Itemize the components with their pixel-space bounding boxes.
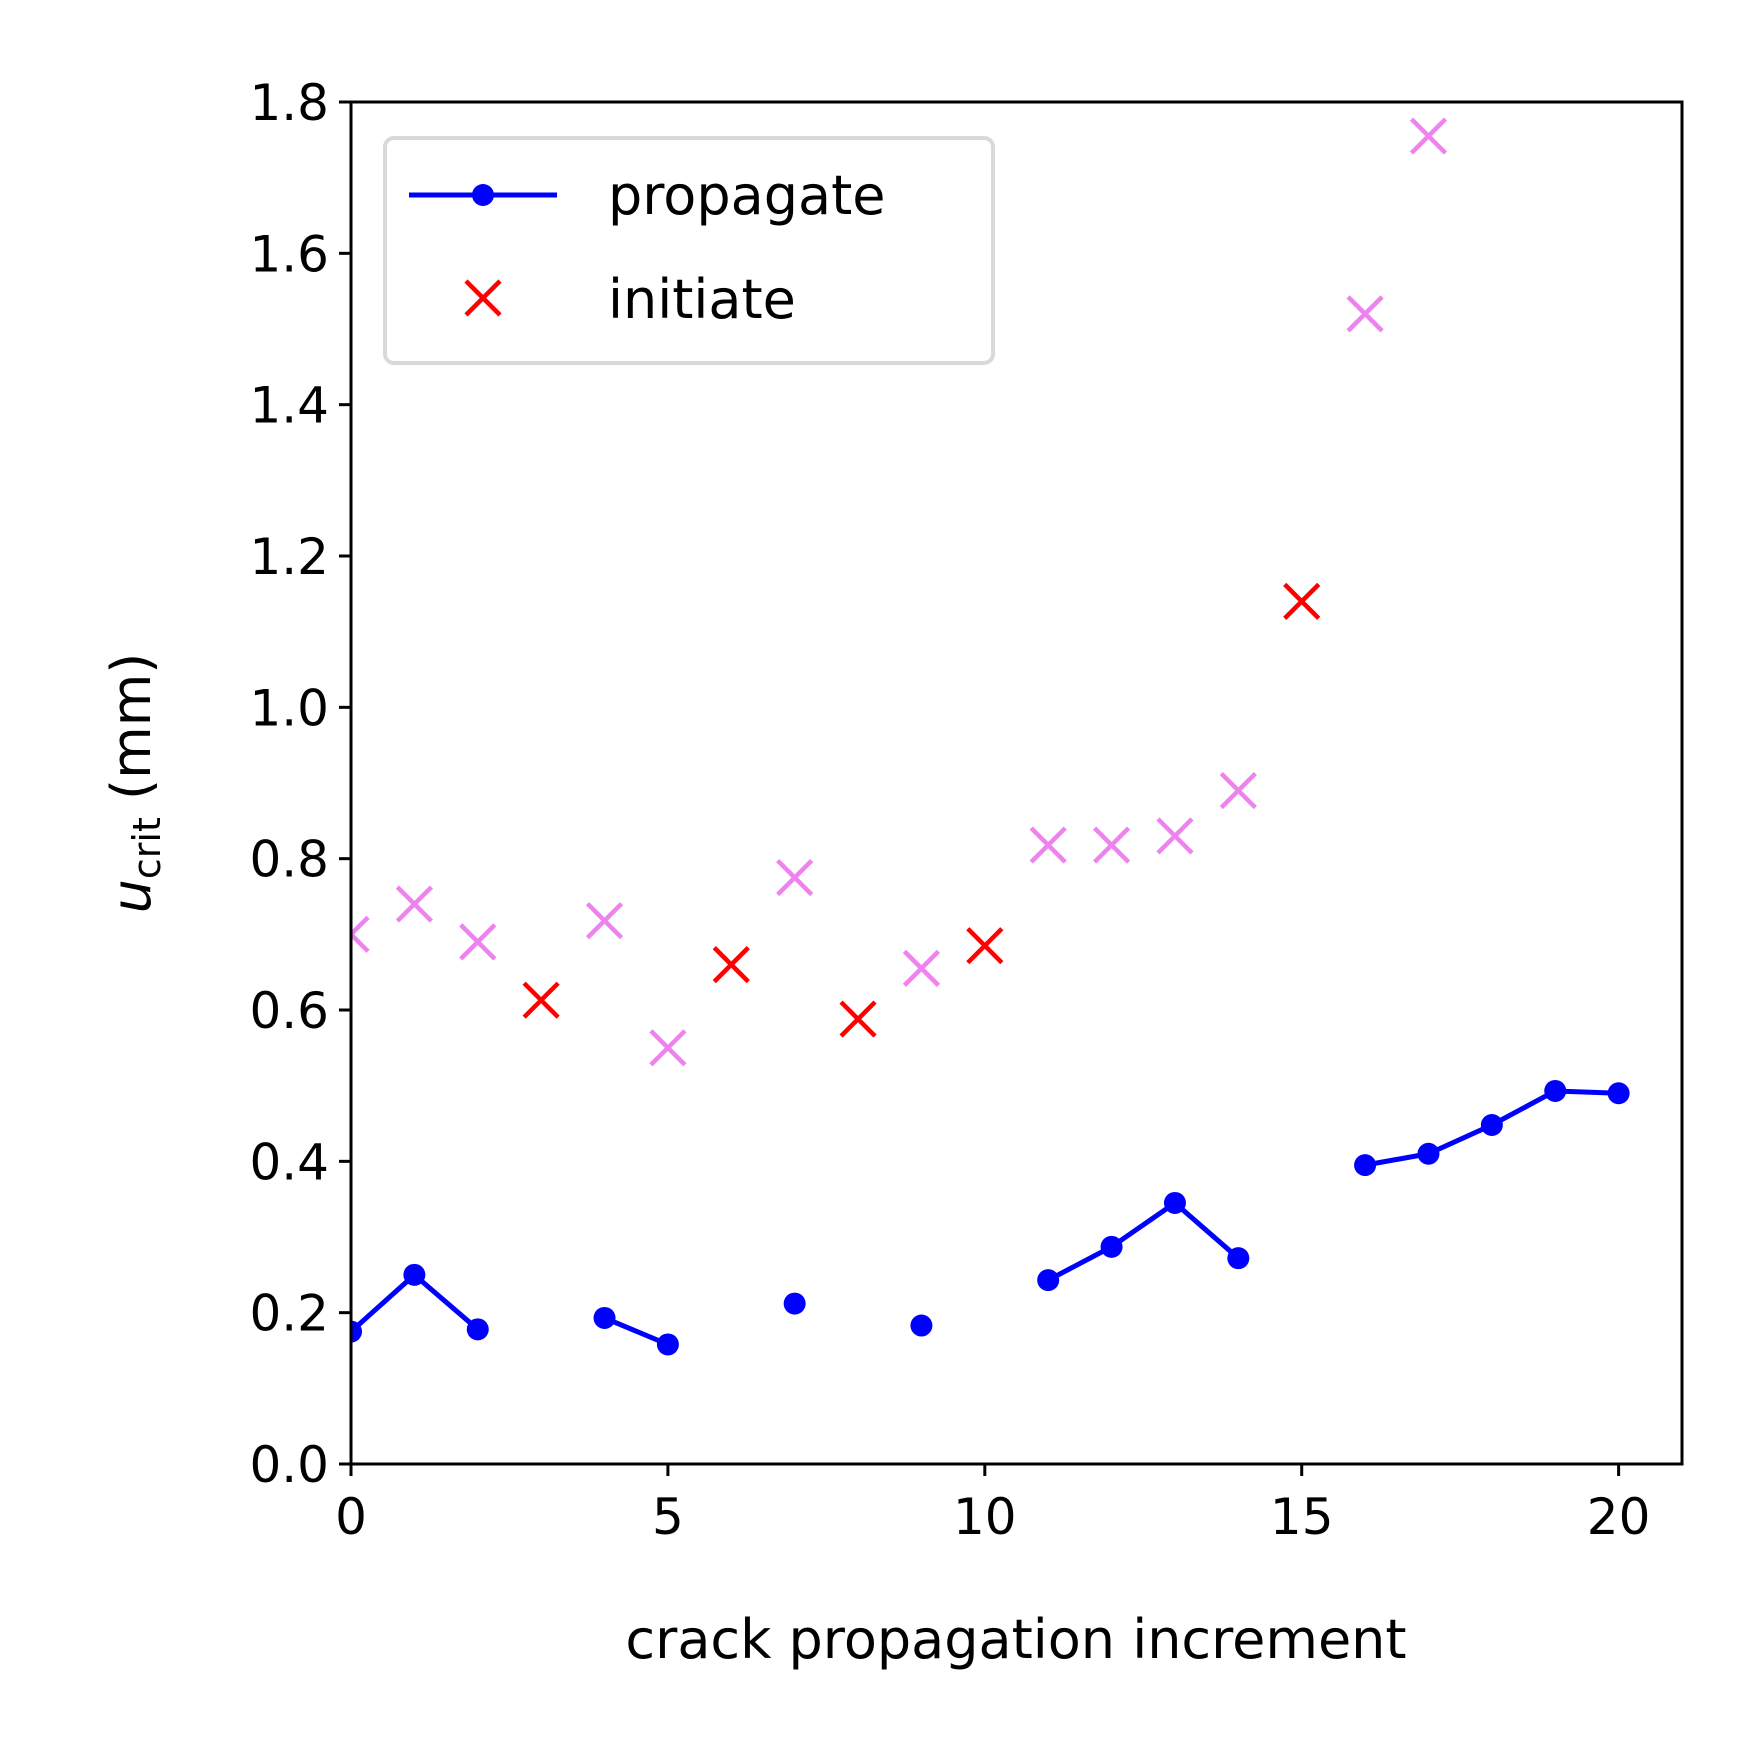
legend-marker-propagate-dot <box>472 184 494 206</box>
x-tick-label: 20 <box>1587 1488 1651 1546</box>
y-tick-label: 0.8 <box>249 831 329 889</box>
initiate-point-stroke <box>839 1000 877 1038</box>
y-tick-label: 1.8 <box>249 74 329 132</box>
propagate-point <box>910 1314 933 1337</box>
x-axis-ticks: 0 5 10 15 20 <box>335 1464 1650 1546</box>
initiate-light-point-stroke <box>395 885 433 923</box>
propagate-point <box>1417 1142 1440 1165</box>
initiate-light-point <box>1409 117 1448 155</box>
initiate-light-point <box>395 885 433 923</box>
legend-marker-initiate <box>464 279 502 317</box>
propagate-point <box>656 1333 679 1356</box>
x-tick-label: 5 <box>652 1488 684 1546</box>
legend-initiate-x <box>464 279 502 317</box>
initiate-light-point <box>1346 295 1384 333</box>
initiate-light-point-stroke <box>1409 117 1448 155</box>
initiate-light-point <box>1092 826 1131 864</box>
y-tick-label: 1.0 <box>249 679 329 737</box>
propagate-point <box>1354 1154 1377 1177</box>
initiate-light-point <box>649 1029 687 1067</box>
initiate-light-point-stroke <box>1092 826 1131 864</box>
propagate-point <box>403 1263 426 1286</box>
initiate-light-point-stroke <box>1219 771 1257 810</box>
initiate-point-stroke <box>712 946 750 984</box>
y-tick-label: 1.4 <box>249 377 329 435</box>
propagate-point <box>351 1320 362 1343</box>
initiate-light-point-stroke <box>351 915 370 938</box>
initiate-point <box>712 946 750 984</box>
propagate-point <box>466 1318 489 1341</box>
x-tick-label: 0 <box>335 1488 367 1546</box>
initiate-point <box>839 1000 877 1038</box>
initiate-light-point-stroke <box>1029 826 1067 864</box>
initiate-light-point-stroke <box>649 1029 687 1067</box>
initiate-light-point <box>1219 771 1257 810</box>
initiate-light-point <box>459 923 497 961</box>
initiate-point <box>1283 582 1321 620</box>
legend-label-initiate: initiate <box>608 268 796 331</box>
initiate-light-point-stroke <box>351 931 370 953</box>
initiate-light-point <box>902 949 941 987</box>
y-tick-label: 0.4 <box>249 1133 329 1191</box>
y-axis-label-unit: (mm) <box>100 653 163 818</box>
initiate-light-point-stroke <box>1346 295 1384 333</box>
initiate-light-point <box>1156 817 1194 855</box>
initiate-point-stroke <box>522 981 560 1019</box>
legend: propagate initiate <box>383 136 995 365</box>
initiate-light-point-stroke <box>459 923 497 961</box>
plot-frame <box>349 100 1684 1466</box>
propagate-point <box>1037 1269 1060 1292</box>
propagate-point <box>1227 1247 1250 1270</box>
initiate-point <box>522 981 560 1019</box>
y-tick-label: 0.2 <box>249 1285 329 1343</box>
initiate-point-stroke <box>966 927 1004 965</box>
y-tick-label: 1.6 <box>249 225 329 283</box>
propagate-point <box>1480 1114 1503 1137</box>
initiate-light-point-stroke <box>1156 817 1194 855</box>
x-tick-label: 15 <box>1270 1488 1334 1546</box>
initiate-point <box>966 927 1004 965</box>
propagate-point <box>593 1306 616 1329</box>
propagate-line-segment <box>603 1315 669 1347</box>
initiate-light-point <box>351 915 370 953</box>
y-tick-label: 0.6 <box>249 982 329 1040</box>
y-tick-label: 1.2 <box>249 528 329 586</box>
initiate-light-point-stroke <box>902 949 941 987</box>
initiate-light-point <box>585 902 624 940</box>
initiate-light-point <box>1029 826 1067 864</box>
y-axis-ticks: 0.0 0.2 0.4 0.6 0.8 1.0 1.2 1.4 1.6 1.8 <box>249 74 351 1494</box>
y-axis-label-symbol: u <box>100 879 163 913</box>
propagate-point <box>783 1292 806 1315</box>
x-tick-label: 10 <box>953 1488 1017 1546</box>
y-axis-label: ucrit (mm) <box>100 653 169 914</box>
propagate-point <box>1163 1191 1186 1214</box>
plot-series <box>351 117 1630 1356</box>
initiate-light-point-stroke <box>776 858 814 897</box>
initiate-light-point <box>776 858 814 897</box>
propagate-point <box>1100 1235 1123 1258</box>
x-axis-label: crack propagation increment <box>625 1608 1406 1671</box>
propagate-line-segment <box>1047 1200 1240 1283</box>
y-tick-label: 0.0 <box>249 1436 329 1494</box>
y-axis-label-subscript: crit <box>125 817 169 879</box>
initiate-point-stroke <box>1283 582 1321 620</box>
propagate-point <box>1607 1082 1630 1105</box>
propagate-point <box>1544 1079 1567 1102</box>
legend-label-propagate: propagate <box>608 164 885 227</box>
initiate-light-point-stroke <box>585 902 624 940</box>
legend-initiate-x-stroke <box>464 279 502 317</box>
